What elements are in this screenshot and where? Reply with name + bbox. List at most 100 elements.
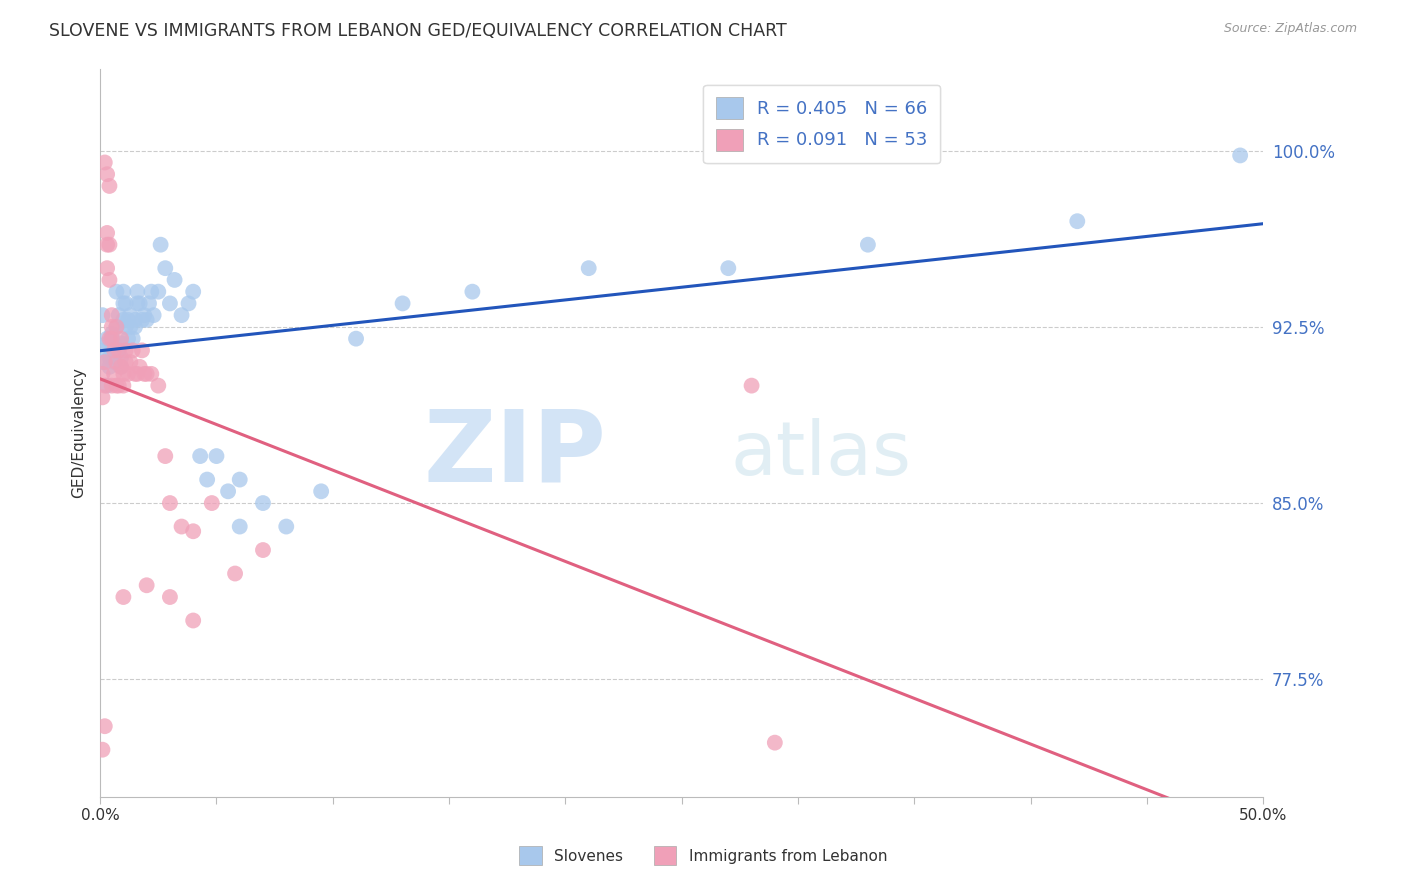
Point [135, 367, 157, 381]
Text: atlas: atlas [731, 418, 912, 491]
Legend: R = 0.405   N = 66, R = 0.091   N = 53: R = 0.405 N = 66, R = 0.091 N = 53 [703, 85, 941, 163]
Point [155, 261, 177, 276]
Point [107, 343, 129, 358]
Text: ZIP: ZIP [423, 406, 606, 503]
Point [107, 308, 129, 322]
Point [91, 355, 114, 369]
Point [105, 355, 128, 369]
Point [114, 355, 136, 369]
Point [229, 519, 252, 533]
Point [112, 313, 135, 327]
Point [1066, 214, 1088, 228]
Text: SLOVENE VS IMMIGRANTS FROM LEBANON GED/EQUIVALENCY CORRELATION CHART: SLOVENE VS IMMIGRANTS FROM LEBANON GED/E… [49, 22, 787, 40]
Point [110, 336, 132, 351]
Point [181, 285, 204, 299]
Point [128, 296, 150, 310]
Point [98, 273, 121, 287]
Point [252, 496, 274, 510]
Point [159, 496, 181, 510]
Text: Source: ZipAtlas.com: Source: ZipAtlas.com [1223, 22, 1357, 36]
Point [94, 155, 117, 169]
Point [856, 237, 879, 252]
Point [134, 308, 156, 322]
Point [100, 343, 122, 358]
Point [112, 378, 135, 392]
Point [98, 332, 121, 346]
Point [763, 736, 786, 750]
Y-axis label: GED/Equivalency: GED/Equivalency [72, 368, 86, 498]
Point [100, 332, 122, 346]
Point [181, 614, 204, 628]
Point [195, 473, 218, 487]
Point [91, 308, 114, 322]
Point [105, 285, 128, 299]
Point [112, 590, 135, 604]
Point [131, 313, 153, 327]
Point [105, 319, 128, 334]
Point [155, 449, 177, 463]
Legend: Slovenes, Immigrants from Lebanon: Slovenes, Immigrants from Lebanon [513, 840, 893, 871]
Point [170, 519, 193, 533]
Point [110, 359, 132, 374]
Point [94, 355, 117, 369]
Point [135, 578, 157, 592]
Point [105, 319, 128, 334]
Point [96, 261, 118, 276]
Point [96, 167, 118, 181]
Point [100, 319, 122, 334]
Point [717, 261, 740, 276]
Point [224, 566, 246, 581]
Point [98, 359, 121, 374]
Point [124, 367, 146, 381]
Point [217, 484, 239, 499]
Point [114, 343, 136, 358]
Point [131, 343, 153, 358]
Point [96, 336, 118, 351]
Point [98, 178, 121, 193]
Point [124, 319, 146, 334]
Point [98, 237, 121, 252]
Point [96, 378, 118, 392]
Point [103, 355, 125, 369]
Point [276, 519, 298, 533]
Point [181, 524, 204, 539]
Point [205, 449, 228, 463]
Point [94, 378, 117, 392]
Point [105, 343, 128, 358]
Point [117, 367, 139, 381]
Point [252, 543, 274, 558]
Point [100, 332, 122, 346]
Point [127, 296, 149, 310]
Point [163, 273, 186, 287]
Point [148, 285, 170, 299]
Point [91, 367, 114, 381]
Point [103, 336, 125, 351]
Point [105, 378, 128, 392]
Point [159, 590, 181, 604]
Point [578, 261, 600, 276]
Point [91, 390, 114, 404]
Point [201, 496, 224, 510]
Point [177, 296, 200, 310]
Point [120, 355, 142, 369]
Point [188, 449, 211, 463]
Point [127, 285, 149, 299]
Point [135, 313, 157, 327]
Point [117, 313, 139, 327]
Point [120, 319, 142, 334]
Point [1229, 148, 1251, 162]
Point [96, 237, 118, 252]
Point [134, 367, 156, 381]
Point [124, 313, 146, 327]
Point [117, 332, 139, 346]
Point [391, 296, 413, 310]
Point [103, 343, 125, 358]
Point [96, 226, 118, 240]
Point [141, 367, 163, 381]
Point [91, 742, 114, 756]
Point [170, 308, 193, 322]
Point [100, 308, 122, 322]
Point [110, 359, 132, 374]
Point [141, 285, 163, 299]
Point [159, 296, 181, 310]
